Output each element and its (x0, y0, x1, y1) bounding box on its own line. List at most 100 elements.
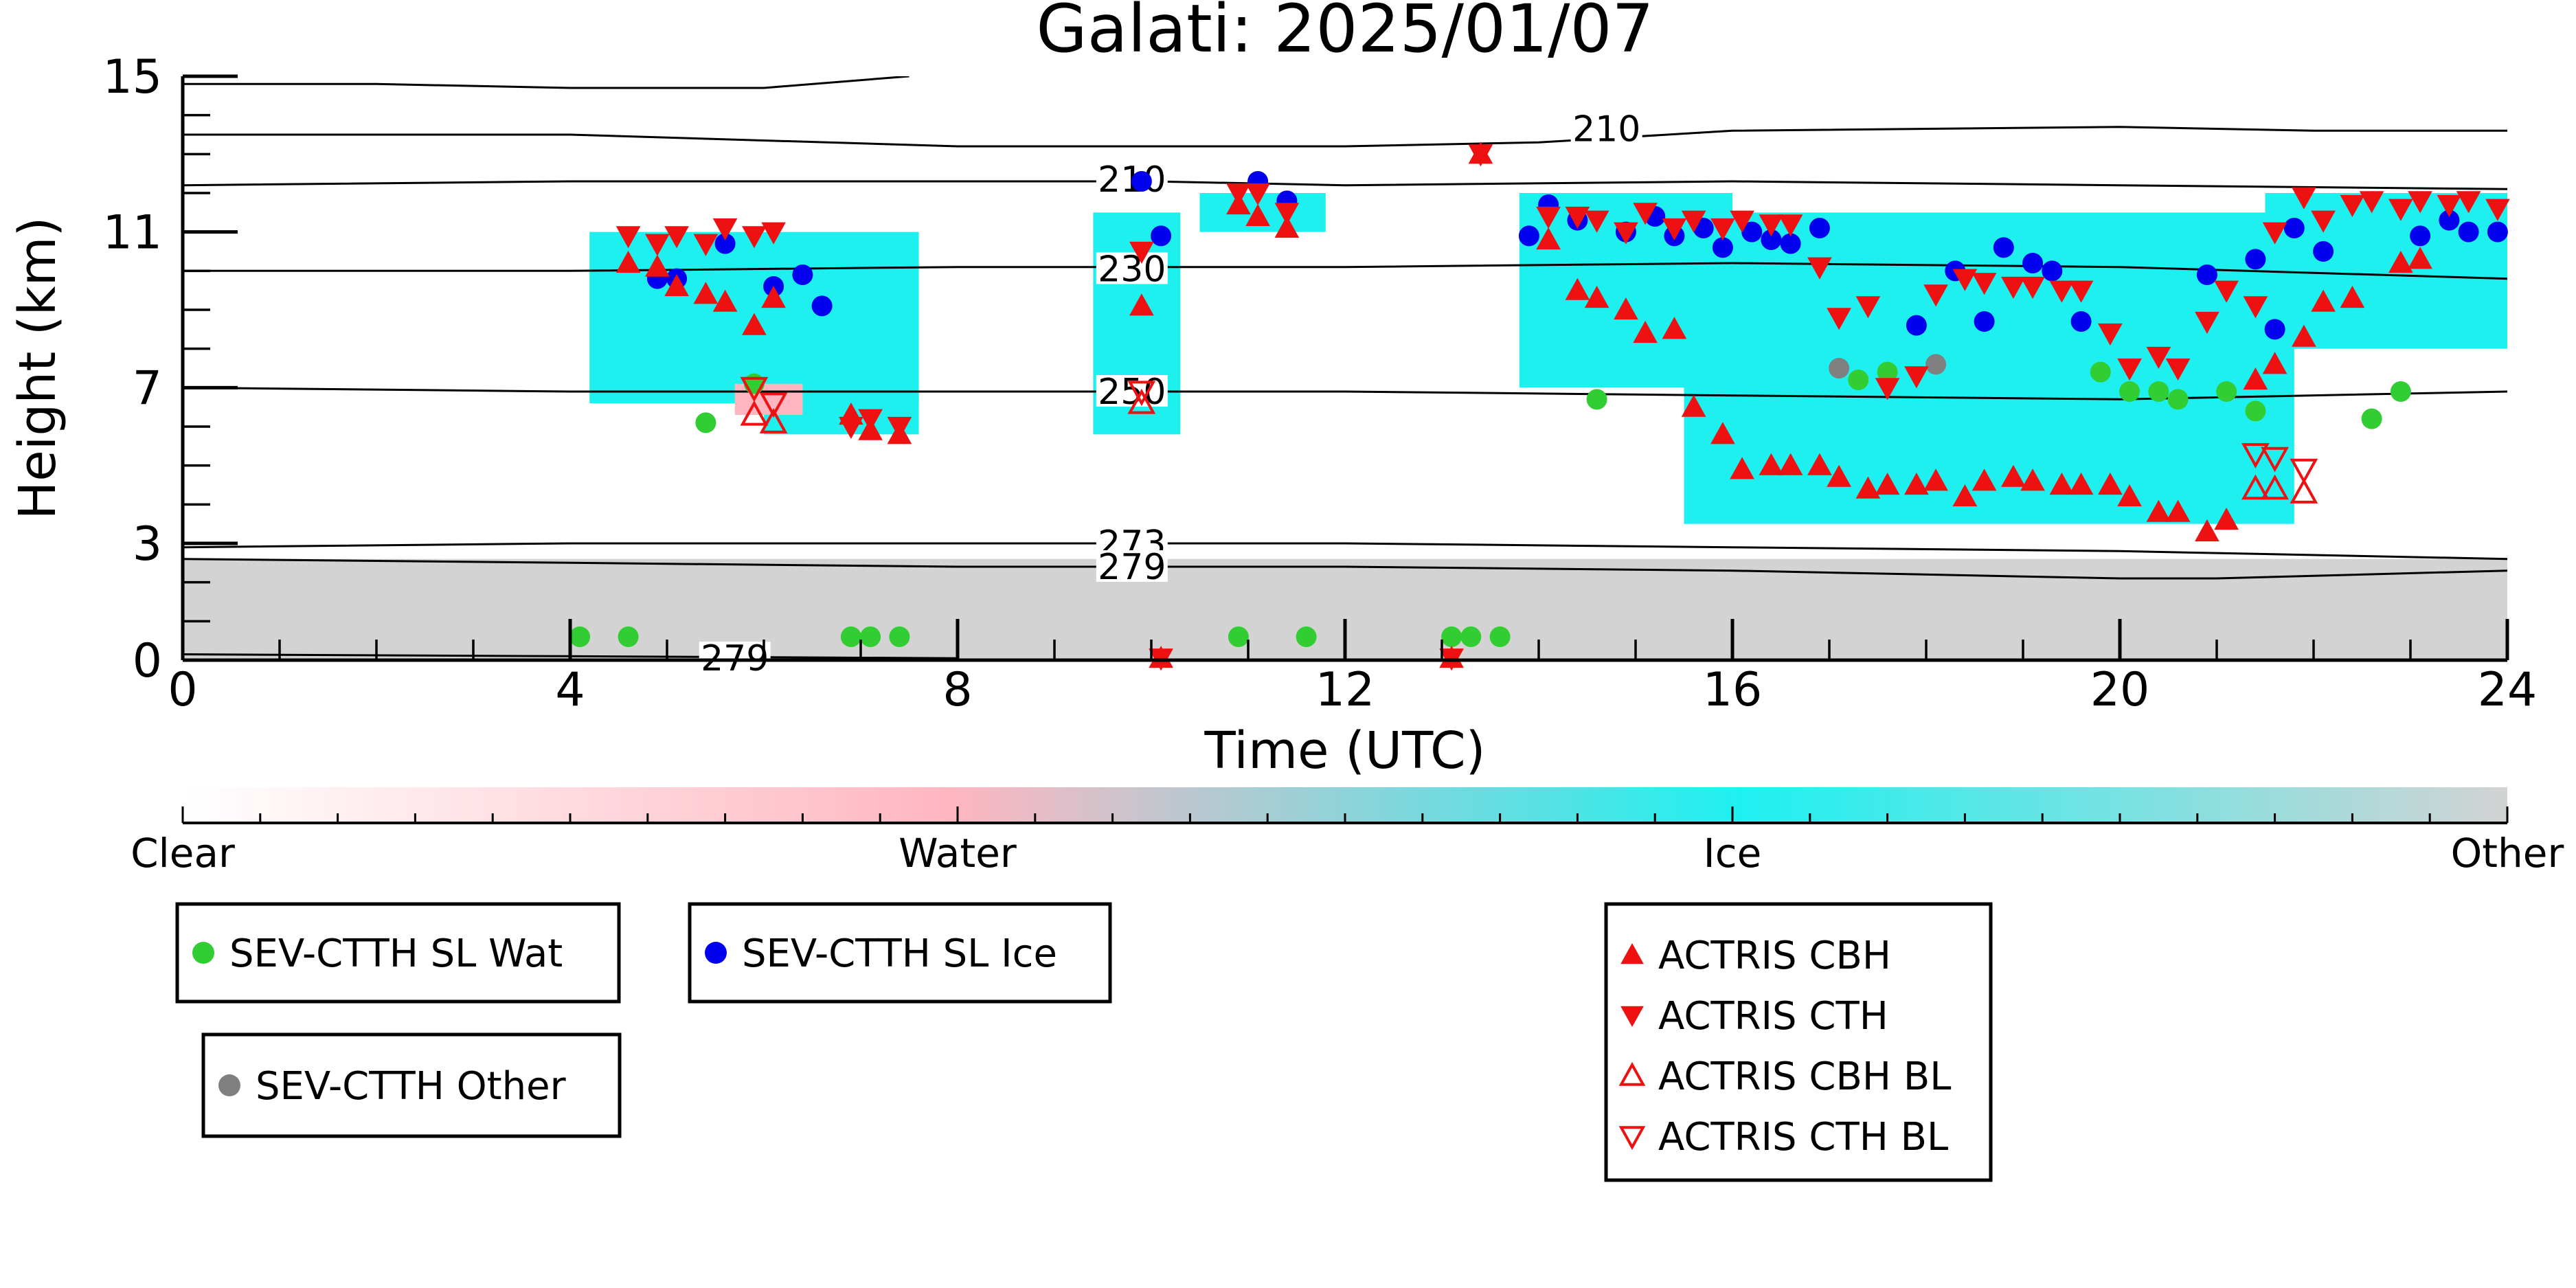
contour-label: 210 (1572, 109, 1640, 150)
data-point (2068, 280, 2094, 303)
data-point (2245, 400, 2266, 422)
data-point (2262, 222, 2287, 245)
data-point (2311, 289, 2336, 312)
contour-label-bg (1096, 375, 1168, 407)
data-point (1807, 257, 1832, 280)
data-point (1855, 476, 1881, 499)
data-point (2261, 447, 2289, 473)
data-point (2020, 276, 2045, 300)
data-point (1662, 218, 1687, 241)
data-point (664, 226, 689, 249)
data-point (1662, 317, 1687, 339)
contour-label: 279 (1098, 547, 1166, 588)
data-point (1855, 296, 1881, 319)
data-point (1993, 237, 2014, 258)
contour-line-273 (183, 542, 2507, 561)
x-tick-label: 12 (1315, 663, 1375, 717)
legend-label: ACTRIS CTH BL (1658, 1115, 1948, 1160)
x-tick-label: 8 (942, 663, 972, 717)
legend-box: SEV-CTTH Other (201, 1032, 622, 1138)
data-point (2165, 358, 2191, 381)
y-tick-label: 3 (133, 517, 162, 572)
data-point (860, 626, 881, 647)
data-point (1925, 354, 1947, 375)
data-point (742, 226, 767, 249)
data-point (840, 626, 861, 647)
data-point (1848, 370, 1869, 390)
data-point (2361, 408, 2382, 429)
contour-line-230 (183, 262, 2507, 280)
x-tick-label: 0 (168, 663, 197, 717)
data-point (2311, 210, 2336, 233)
data-point (2243, 296, 2268, 319)
data-point (1518, 225, 1539, 247)
chart-title: Galati: 2025/01/07 (1036, 0, 1653, 67)
data-point (2214, 280, 2239, 303)
y-tick-label: 11 (102, 206, 162, 260)
data-point (2410, 225, 2431, 247)
plot-area: 210210230250273279279 (183, 76, 2510, 679)
data-point (2049, 280, 2075, 303)
data-point (693, 234, 719, 256)
x-tick-label: 16 (1703, 663, 1763, 717)
legends: SEV-CTTH SL Wat SEV-CTTH SL Ice SEV-CTTH O… (175, 902, 1993, 1182)
data-point (1565, 278, 1590, 300)
data-point (2117, 358, 2142, 381)
colorbar-label: Other (2451, 830, 2564, 877)
data-point (1809, 218, 1830, 238)
data-point (1974, 311, 1995, 332)
data-point (2146, 346, 2171, 370)
data-point (1923, 468, 1948, 491)
data-point (1906, 315, 1927, 336)
data-point (1127, 388, 1156, 414)
data-point (1710, 218, 1735, 241)
legend-frame (201, 1032, 622, 1138)
data-point (1441, 626, 1462, 647)
data-point (2292, 324, 2316, 347)
data-point (2359, 191, 2384, 214)
data-point (2167, 389, 2189, 410)
data-point (2020, 468, 2045, 491)
colorbar: Clear Water Ice Other (131, 787, 2564, 877)
data-point (2437, 194, 2462, 218)
data-point (714, 233, 736, 254)
data-point (2195, 519, 2219, 542)
data-point (712, 289, 738, 312)
data-point (1759, 453, 1784, 475)
legend-label: ACTRIS CTH (1658, 994, 1888, 1039)
data-point (2292, 187, 2316, 210)
data-point (1460, 626, 1482, 647)
colorbar-label: Clear (131, 830, 235, 877)
data-point (1875, 378, 1900, 400)
legend-box: ACTRIS CBH ACTRIS CTH ACTRIS CBH BL ACTRIS … (1604, 902, 1993, 1182)
data-point (1245, 183, 1270, 206)
data-point (2313, 241, 2334, 262)
data-point (1712, 237, 1733, 258)
data-point (1681, 210, 1706, 233)
data-point (2022, 253, 2044, 273)
y-tick-label: 15 (102, 50, 162, 104)
data-point (2098, 323, 2123, 346)
data-points (569, 142, 2510, 671)
legend-label: SEV-CTTH SL Wat (229, 931, 563, 976)
data-point (761, 285, 786, 308)
data-point (2340, 285, 2365, 308)
data-point (569, 626, 591, 647)
data-point (1681, 394, 1706, 417)
data-point (761, 222, 786, 245)
legend-box: SEV-CTTH SL Ice (688, 902, 1112, 1004)
data-point (1761, 229, 1782, 250)
x-tick-label: 20 (2090, 663, 2150, 717)
data-point (2148, 381, 2169, 402)
data-point (2456, 191, 2481, 214)
data-point (1274, 215, 1300, 238)
axes: 0 4 8 12 16 20 24 0 3 7 11 15 (102, 50, 2537, 717)
contour-label: 250 (1098, 372, 1166, 413)
y-tick-label: 7 (133, 361, 162, 416)
data-point (2408, 191, 2432, 214)
colorbar-label: Ice (1704, 830, 1762, 877)
data-point (2098, 472, 2123, 495)
contour-line-unlabeled (183, 76, 909, 89)
data-point (2243, 367, 2268, 390)
data-point (2390, 381, 2411, 402)
